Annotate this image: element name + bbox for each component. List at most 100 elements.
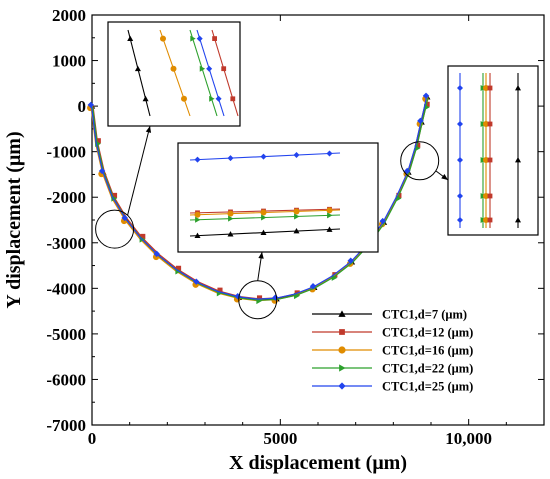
inset-marker — [483, 85, 489, 91]
inset-marker — [457, 193, 463, 199]
inset-marker — [515, 157, 521, 163]
inset-marker — [127, 35, 134, 41]
legend-marker — [338, 310, 346, 317]
inset-marker — [199, 65, 206, 72]
data-point — [140, 233, 146, 239]
inset-line — [196, 29, 225, 117]
inset-marker — [160, 35, 166, 42]
x-tick-label: 10,000 — [445, 429, 492, 448]
data-point — [153, 250, 160, 258]
y-tick-label: 1000 — [52, 52, 86, 71]
y-tick-label: -6000 — [46, 370, 86, 389]
y-tick-label: -5000 — [46, 325, 86, 344]
y-axis-title: Y displacement (μm) — [3, 131, 25, 308]
inset-marker — [457, 121, 463, 127]
inset-marker — [483, 217, 489, 223]
legend: CTC1,d=7 (μm) CTC1,d=12 (μm) CTC1,d=16 (μm… — [312, 308, 473, 394]
inset-line — [211, 29, 239, 117]
inset-marker — [483, 121, 489, 127]
y-tick-label: -1000 — [46, 143, 86, 162]
inset-marker — [181, 95, 187, 102]
inset-marker — [260, 209, 267, 216]
axis-ticks: 2000 1000 0 -1000 -2000 -3000 -4000 -5000 -6000 -… — [46, 6, 544, 448]
inset-line — [189, 29, 218, 117]
inset-marker — [230, 96, 236, 102]
data-point — [424, 101, 430, 107]
data-point — [309, 283, 317, 290]
legend-marker — [339, 329, 345, 335]
data-point — [217, 287, 223, 293]
x-tick-label: 0 — [88, 429, 97, 448]
inset-line — [159, 29, 191, 117]
legend-label: CTC1,d=16 (μm) — [382, 344, 473, 358]
inset-marker — [194, 232, 201, 239]
inset-marker — [515, 85, 521, 91]
inset-marker — [326, 226, 333, 232]
inset-marker — [487, 85, 493, 91]
inset-marker — [196, 35, 203, 42]
zoom-inset — [447, 65, 539, 236]
data-point — [395, 195, 402, 202]
inset-marker — [293, 228, 300, 234]
inset-marker — [215, 95, 222, 102]
zoom-arrowhead — [145, 126, 152, 133]
y-tick-label: 2000 — [52, 6, 86, 25]
data-point — [423, 104, 430, 111]
data-point — [193, 278, 200, 285]
inset-marker — [261, 214, 267, 221]
data-point — [87, 101, 94, 109]
zoom-inset — [177, 142, 379, 253]
inset-marker — [221, 66, 227, 72]
legend-marker — [338, 382, 346, 390]
inset-marker — [515, 217, 521, 223]
legend-label: CTC1,d=7 (μm) — [382, 308, 467, 322]
data-point — [256, 295, 263, 301]
inset-marker — [227, 155, 234, 162]
data-point — [422, 92, 430, 99]
data-point — [347, 257, 354, 264]
inset-marker — [209, 95, 215, 102]
data-point — [417, 117, 424, 125]
x-tick-label: 5000 — [263, 429, 297, 448]
inset-marker — [194, 156, 201, 163]
inset-marker — [483, 157, 489, 163]
inset-marker — [228, 215, 234, 222]
inset-marker — [293, 208, 300, 215]
zoom-arrowhead — [441, 173, 448, 180]
inset-marker — [212, 36, 217, 41]
data-point — [414, 145, 421, 152]
zoom-callouts — [95, 21, 539, 320]
inset-marker — [142, 95, 149, 102]
inset-marker — [294, 213, 300, 220]
legend-marker — [338, 346, 346, 354]
data-point — [175, 265, 182, 271]
zoom-arrow — [127, 125, 151, 216]
zoom-circle — [95, 209, 135, 249]
inset-marker — [457, 217, 463, 223]
inset-marker — [326, 150, 333, 157]
inset-marker — [327, 212, 333, 219]
legend-marker — [339, 364, 346, 372]
inset-marker — [227, 210, 234, 217]
inset-marker — [190, 35, 196, 42]
inset-marker — [457, 157, 463, 163]
inset-marker — [293, 152, 300, 159]
data-point — [98, 167, 106, 175]
inset-marker — [457, 85, 463, 91]
inset-marker — [487, 121, 493, 127]
inset-marker — [227, 231, 234, 237]
zoom-inset — [107, 21, 241, 127]
y-tick-label: -2000 — [46, 188, 86, 207]
data-point — [404, 167, 411, 175]
legend-label: CTC1,d=12 (μm) — [382, 326, 473, 340]
data-point — [121, 214, 128, 222]
zoom-arrowhead — [258, 252, 264, 259]
legend-label: CTC1,d=25 (μm) — [382, 380, 473, 394]
y-tick-label: -7000 — [46, 416, 86, 435]
inset-marker — [195, 216, 201, 223]
inset-marker — [134, 65, 141, 72]
inset-marker — [260, 153, 267, 160]
inset-marker — [170, 65, 177, 72]
data-point — [379, 217, 386, 225]
